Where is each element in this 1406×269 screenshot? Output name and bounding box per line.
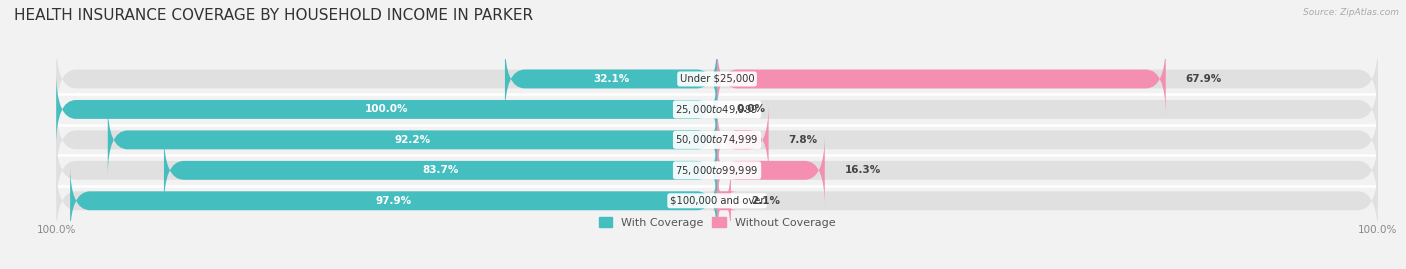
FancyBboxPatch shape — [56, 73, 717, 146]
Text: Source: ZipAtlas.com: Source: ZipAtlas.com — [1303, 8, 1399, 17]
FancyBboxPatch shape — [56, 165, 1378, 237]
Text: 16.3%: 16.3% — [845, 165, 880, 175]
Text: 2.1%: 2.1% — [751, 196, 780, 206]
Text: 92.2%: 92.2% — [394, 135, 430, 145]
FancyBboxPatch shape — [165, 134, 717, 207]
FancyBboxPatch shape — [56, 73, 1378, 146]
Text: $100,000 and over: $100,000 and over — [669, 196, 765, 206]
Text: 83.7%: 83.7% — [422, 165, 458, 175]
Legend: With Coverage, Without Coverage: With Coverage, Without Coverage — [599, 218, 835, 228]
Text: 32.1%: 32.1% — [593, 74, 628, 84]
FancyBboxPatch shape — [717, 134, 825, 207]
FancyBboxPatch shape — [56, 134, 1378, 207]
Text: $50,000 to $74,999: $50,000 to $74,999 — [675, 133, 759, 146]
Text: 97.9%: 97.9% — [375, 196, 412, 206]
Text: 67.9%: 67.9% — [1185, 74, 1222, 84]
FancyBboxPatch shape — [56, 104, 1378, 176]
Text: 100.0%: 100.0% — [366, 104, 408, 114]
FancyBboxPatch shape — [56, 43, 1378, 115]
FancyBboxPatch shape — [717, 43, 1166, 115]
Text: HEALTH INSURANCE COVERAGE BY HOUSEHOLD INCOME IN PARKER: HEALTH INSURANCE COVERAGE BY HOUSEHOLD I… — [14, 8, 533, 23]
FancyBboxPatch shape — [505, 43, 717, 115]
FancyBboxPatch shape — [70, 165, 717, 237]
FancyBboxPatch shape — [711, 165, 737, 237]
Text: $75,000 to $99,999: $75,000 to $99,999 — [675, 164, 759, 177]
Text: $25,000 to $49,999: $25,000 to $49,999 — [675, 103, 759, 116]
Text: Under $25,000: Under $25,000 — [679, 74, 755, 84]
Text: 0.0%: 0.0% — [737, 104, 766, 114]
FancyBboxPatch shape — [108, 104, 717, 176]
Text: 7.8%: 7.8% — [789, 135, 817, 145]
FancyBboxPatch shape — [717, 104, 769, 176]
